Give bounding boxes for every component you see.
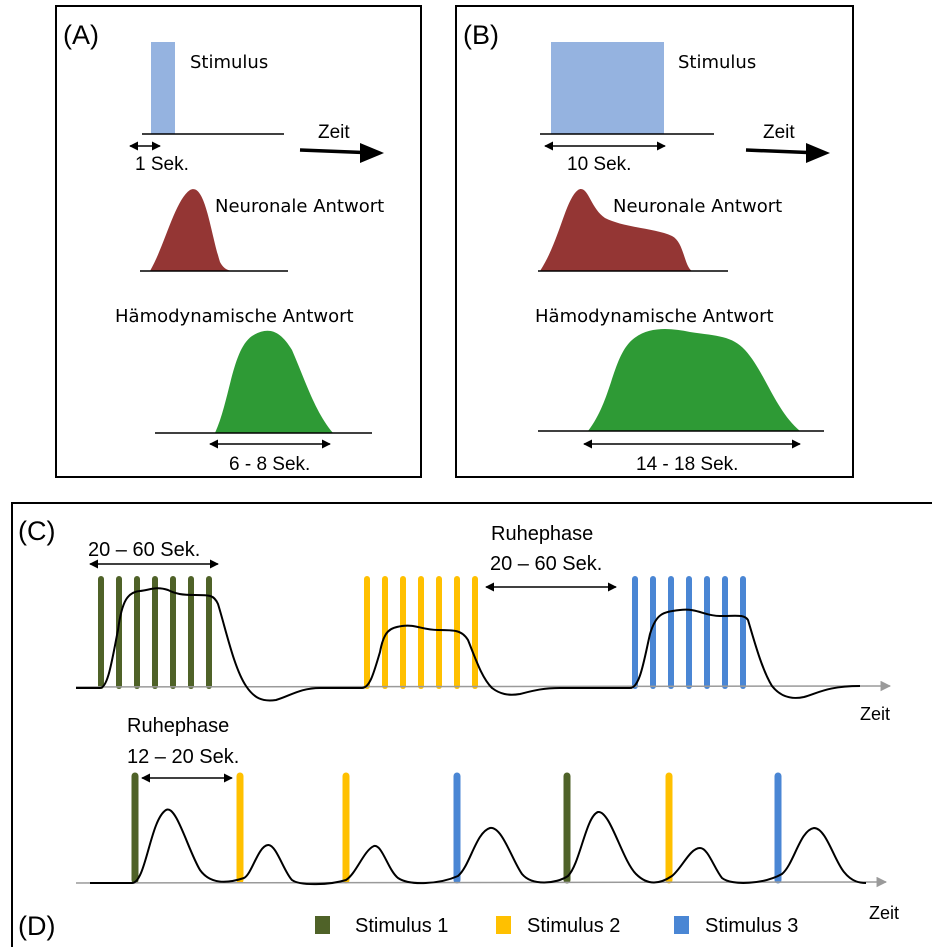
stimulus-a-duration-label: 1 Sek. <box>135 154 189 175</box>
legend-swatch-2 <box>496 916 511 934</box>
time-axis-d <box>75 876 888 888</box>
time-label-b: Zeit <box>763 122 795 143</box>
stimulus-b-duration-label: 10 Sek. <box>567 154 631 175</box>
event-response-curve <box>90 808 867 886</box>
time-axis-c <box>75 680 892 692</box>
rest-duration-d: 12 – 20 Sek. <box>127 746 239 768</box>
time-arrow-b-head <box>806 143 830 163</box>
hemodynamic-duration-label-a: 6 - 8 Sek. <box>229 454 310 475</box>
stimulus-b-bar <box>551 42 664 134</box>
panel-a: (A) Stimulus 1 Sek. Zeit Neuronale Antwo… <box>55 5 422 478</box>
legend-label-1: Stimulus 1 <box>355 915 448 937</box>
panel-b: (B) Stimulus 10 Sek. Zeit Neuronale Antw… <box>455 5 854 478</box>
stimulus-a-bar <box>151 42 175 134</box>
legend-label-2: Stimulus 2 <box>527 915 620 937</box>
block-2-stimuli <box>364 576 478 689</box>
legend: (D) Stimulus 1 Stimulus 2 Stimulus 3 <box>18 911 798 941</box>
panel-cd: (C) 20 – 60 Sek. Ruhephase 20 – 60 Sek. <box>11 502 932 947</box>
block-response-curve <box>76 587 861 702</box>
event-stimuli <box>131 772 782 884</box>
legend-swatch-3 <box>674 916 689 934</box>
block-1-stimuli <box>98 576 212 689</box>
panel-c-label: (C) <box>18 516 55 546</box>
hemodynamic-label-a: Hämodynamische Antwort <box>115 306 354 327</box>
legend-swatch-1 <box>315 916 330 934</box>
neuronal-response-b <box>540 189 692 271</box>
stimulus-a-label: Stimulus <box>190 52 268 73</box>
panel-a-label: (A) <box>63 20 99 50</box>
panel-b-label: (B) <box>463 20 499 50</box>
stimulus-b-label: Stimulus <box>678 52 756 73</box>
panel-b-frame <box>455 5 854 478</box>
time-label-a: Zeit <box>318 122 350 143</box>
panel-a-frame <box>55 5 422 478</box>
time-label-c: Zeit <box>860 704 890 724</box>
panel-d-label: (D) <box>18 911 55 941</box>
panel-cd-frame <box>11 502 932 947</box>
panel-d: Ruhephase 12 – 20 Sek. Zeit <box>75 715 899 923</box>
block-duration-label: 20 – 60 Sek. <box>88 539 200 561</box>
block-3-stimuli <box>632 576 746 689</box>
neuronal-label-a: Neuronale Antwort <box>215 196 384 217</box>
hemodynamic-response-b <box>588 329 800 431</box>
neuronal-label-b: Neuronale Antwort <box>613 196 782 217</box>
rest-duration-c: 20 – 60 Sek. <box>490 553 602 575</box>
rest-title-d: Ruhephase <box>127 715 229 737</box>
rest-title-c: Ruhephase <box>491 523 593 545</box>
hemodynamic-label-b: Hämodynamische Antwort <box>535 306 774 327</box>
legend-label-3: Stimulus 3 <box>705 915 798 937</box>
neuronal-response-a <box>150 189 234 271</box>
time-label-d: Zeit <box>869 903 899 923</box>
hemodynamic-response-a <box>215 330 333 433</box>
hemodynamic-duration-label-b: 14 - 18 Sek. <box>636 454 738 475</box>
time-arrow-a-head <box>360 143 384 163</box>
